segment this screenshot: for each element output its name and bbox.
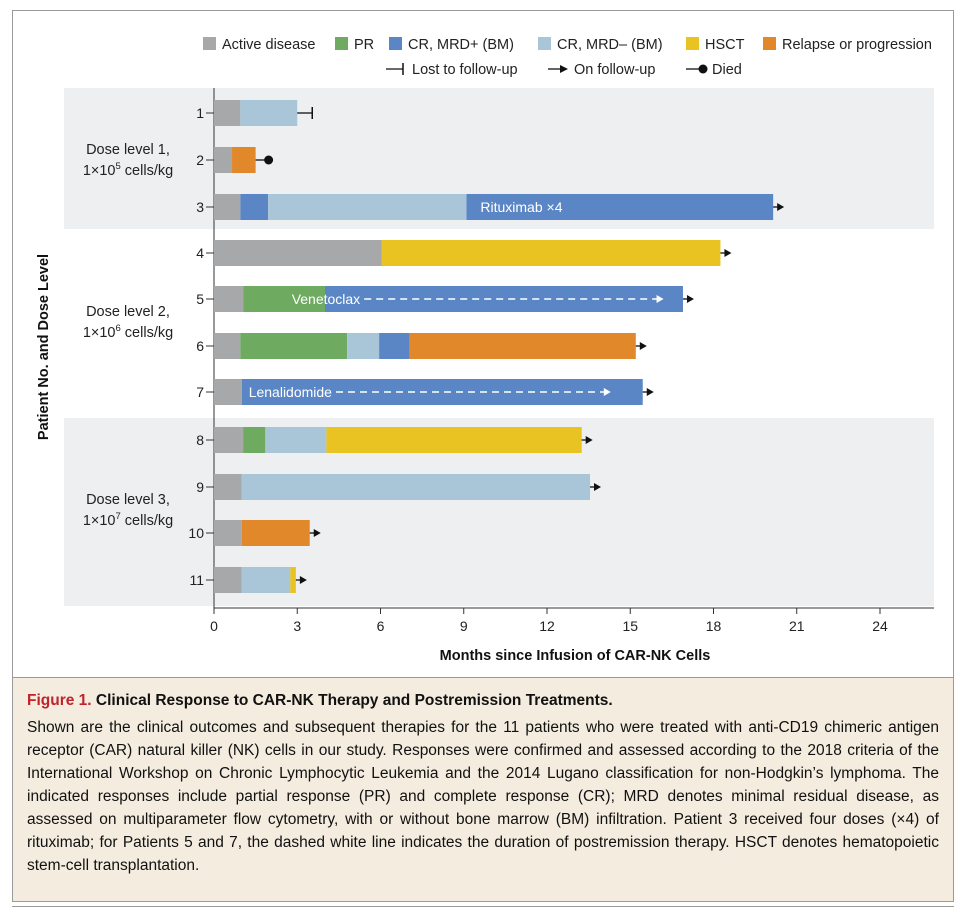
caption-title: Figure 1. Clinical Response to CAR-NK Th…	[27, 692, 939, 710]
legend-swatch-crneg	[538, 37, 551, 50]
legend-label-crneg: CR, MRD– (BM)	[557, 37, 663, 53]
bar-segment-crpos	[466, 194, 774, 220]
therapy-dashed-arrowhead	[603, 388, 611, 396]
x-tick-label: 21	[789, 618, 805, 634]
legend-died-dot	[698, 64, 708, 74]
caption-title-text: Clinical Response to CAR-NK Therapy and …	[91, 692, 613, 709]
patient-label: 8	[196, 432, 204, 448]
follow-up-arrow-head	[585, 436, 593, 444]
bar-segment-pr	[243, 427, 266, 453]
bar-segment-active	[214, 194, 241, 220]
bar-segment-pr	[240, 333, 348, 359]
bar-segment-crpos	[240, 194, 269, 220]
legend-label-died: Died	[712, 62, 742, 78]
bar-segment-relapse	[232, 147, 256, 173]
bar-segment-relapse	[409, 333, 636, 359]
legend-swatch-pr	[335, 37, 348, 50]
y-axis-title: Patient No. and Dose Level	[36, 254, 52, 440]
legend-label-crpos: CR, MRD+ (BM)	[408, 37, 514, 53]
dose-group-dose: 1×107 cells/kg	[83, 511, 173, 529]
x-tick-label: 6	[377, 618, 385, 634]
follow-up-arrow-head	[777, 203, 785, 211]
follow-up-arrow-head	[299, 576, 307, 584]
patient-label: 1	[196, 105, 204, 121]
patient-label: 6	[196, 338, 204, 354]
bar-segment-active	[214, 567, 242, 593]
bottom-rule	[12, 906, 954, 907]
x-tick-label: 18	[706, 618, 722, 634]
bar-segment-crpos	[379, 333, 410, 359]
patient-label: 5	[196, 291, 204, 307]
figure-caption: Figure 1. Clinical Response to CAR-NK Th…	[13, 677, 953, 901]
legend-label-hsct: HSCT	[705, 37, 745, 53]
legend-label-pr: PR	[354, 37, 374, 53]
dose-group-label: Dose level 2,	[86, 304, 170, 320]
bar-segment-active	[214, 240, 382, 266]
bar-annotation: Rituximab ×4	[480, 199, 562, 215]
follow-up-arrow-head	[313, 529, 321, 537]
legend-label-active: Active disease	[222, 37, 316, 53]
bar-segment-crneg	[347, 333, 380, 359]
legend-swatch-hsct	[686, 37, 699, 50]
legend-label-follow: On follow-up	[574, 62, 655, 78]
bar-segment-crneg	[265, 427, 327, 453]
dose-group-label: Dose level 1,	[86, 142, 170, 158]
bar-segment-active	[214, 474, 242, 500]
bar-segment-pr	[243, 286, 325, 312]
legend-label-relapse: Relapse or progression	[782, 37, 932, 53]
bar-segment-active	[214, 379, 242, 405]
dose-group-dose: 1×106 cells/kg	[83, 323, 173, 341]
legend-swatch-relapse	[763, 37, 776, 50]
dose-group-label: Dose level 3,	[86, 492, 170, 508]
x-tick-label: 9	[460, 618, 468, 634]
patient-label: 2	[196, 152, 204, 168]
patient-label: 11	[189, 572, 204, 588]
bar-annotation: Venetoclax	[292, 291, 361, 307]
follow-up-arrow-head	[646, 388, 654, 396]
patient-label: 4	[196, 245, 204, 261]
bar-segment-crpos	[325, 286, 683, 312]
bar-segment-active	[214, 100, 241, 126]
dose-group-dose: 1×105 cells/kg	[83, 161, 173, 179]
patient-label: 7	[196, 384, 204, 400]
legend-follow-head	[560, 65, 568, 73]
patient-label: 3	[196, 199, 204, 215]
bar-segment-relapse	[241, 520, 310, 546]
bar-segment-active	[214, 333, 241, 359]
patient-label: 9	[196, 479, 204, 495]
legend-swatch-crpos	[389, 37, 402, 50]
x-axis-title: Months since Infusion of CAR-NK Cells	[440, 648, 711, 664]
x-tick-label: 15	[622, 618, 638, 634]
x-tick-label: 0	[210, 618, 218, 634]
follow-up-arrow-head	[639, 342, 647, 350]
bar-segment-hsct	[290, 567, 296, 593]
follow-up-arrow-head	[594, 483, 602, 491]
bar-segment-hsct	[381, 240, 721, 266]
bar-segment-active	[214, 147, 233, 173]
bar-segment-crneg	[268, 194, 467, 220]
x-tick-label: 12	[539, 618, 555, 634]
bar-segment-hsct	[326, 427, 582, 453]
x-tick-label: 24	[872, 618, 888, 634]
bar-segment-active	[214, 427, 244, 453]
figure-label: Figure 1.	[27, 692, 92, 709]
legend-label-lost: Lost to follow-up	[412, 62, 518, 78]
bar-segment-active	[214, 286, 244, 312]
patient-label: 10	[188, 525, 204, 541]
bar-segment-crpos	[241, 379, 643, 405]
bar-annotation: Lenalidomide	[249, 384, 332, 400]
follow-up-arrow-head	[686, 295, 694, 303]
bar-segment-crneg	[241, 474, 591, 500]
died-marker-dot	[264, 155, 274, 165]
bar-segment-active	[214, 520, 242, 546]
x-tick-label: 3	[293, 618, 301, 634]
bar-segment-crneg	[241, 567, 291, 593]
therapy-dashed-arrowhead	[656, 295, 664, 303]
bar-segment-crneg	[240, 100, 298, 126]
caption-body: Shown are the clinical outcomes and subs…	[27, 719, 939, 874]
legend-swatch-active	[203, 37, 216, 50]
follow-up-arrow-head	[724, 249, 732, 257]
